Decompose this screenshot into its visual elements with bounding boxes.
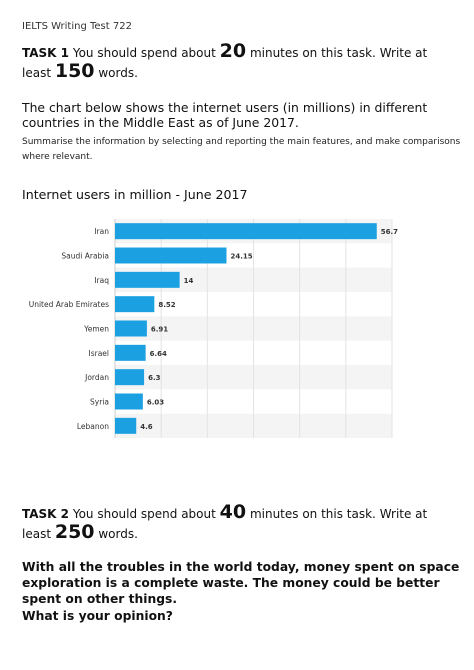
summarise-instruction: Summarise the information by selecting a… <box>22 137 461 162</box>
chart-category-label: Lebanon <box>77 422 109 431</box>
chart-value-label: 6.03 <box>147 399 164 407</box>
chart-value-label: 6.3 <box>148 374 161 382</box>
chart-bar-iran <box>115 223 377 240</box>
chart-value-label: 6.64 <box>150 350 167 358</box>
chart-value-label: 8.52 <box>158 301 175 309</box>
chart-category-label: Iraq <box>94 276 109 285</box>
chart-bar-united-arab-emirates <box>115 296 155 313</box>
chart-category-label: Iran <box>94 227 109 236</box>
chart-value-label: 56.7 <box>381 228 398 236</box>
essay-statement: With all the troubles in the world today… <box>22 560 460 606</box>
chart-bar-iraq <box>115 271 180 288</box>
chart-bar-syria <box>115 393 143 410</box>
chart-category-label: Saudi Arabia <box>61 252 109 261</box>
chart-bar-israel <box>115 344 146 361</box>
task1-words: 150 <box>54 60 95 82</box>
chart-bar-saudi-arabia <box>115 247 227 264</box>
task1-label: TASK 1 <box>22 46 70 60</box>
task2-label: TASK 2 <box>22 507 70 521</box>
chart-value-label: 6.91 <box>151 326 168 334</box>
chart-value-label: 14 <box>184 277 194 285</box>
chart-category-label: Yemen <box>83 325 109 334</box>
task1-text-b: minutes on this task. Write at <box>249 46 428 60</box>
task1-text-c: least <box>22 66 52 80</box>
chart-category-label: United Arab Emirates <box>29 300 109 309</box>
chart-bar-lebanon <box>115 417 137 434</box>
chart-bar-yemen <box>115 320 147 337</box>
chart-title: Internet users in million - June 2017 <box>22 187 248 202</box>
task1-line-1: TASK 1 You should spend about 20 minutes… <box>22 42 427 62</box>
task2-text-b: minutes on this task. Write at <box>249 507 428 521</box>
essay-question: What is your opinion? <box>22 609 173 623</box>
task2-line-2: least 250 words. <box>22 523 138 543</box>
task1-text-a: You should spend about <box>72 46 216 60</box>
chart-value-label: 4.6 <box>140 423 153 431</box>
task1-minutes: 20 <box>219 40 247 62</box>
task2-words: 250 <box>54 521 95 543</box>
task2-line-1: TASK 2 You should spend about 40 minutes… <box>22 503 427 523</box>
task2-text-c: least <box>22 527 52 541</box>
task1-text-d: words. <box>98 66 138 80</box>
chart-intro-text: The chart below shows the internet users… <box>22 100 428 130</box>
chart-category-label: Syria <box>90 398 109 407</box>
chart-category-label: Israel <box>89 349 110 358</box>
chart-value-label: 24.15 <box>230 253 252 261</box>
task2-text-d: words. <box>98 527 138 541</box>
page-header-title: IELTS Writing Test 722 <box>22 21 132 32</box>
chart-category-label: Jordan <box>84 373 109 382</box>
task2-text-a: You should spend about <box>72 507 216 521</box>
chart-bar-jordan <box>115 369 145 386</box>
task2-minutes: 40 <box>219 501 247 523</box>
task1-line-2: least 150 words. <box>22 62 138 82</box>
